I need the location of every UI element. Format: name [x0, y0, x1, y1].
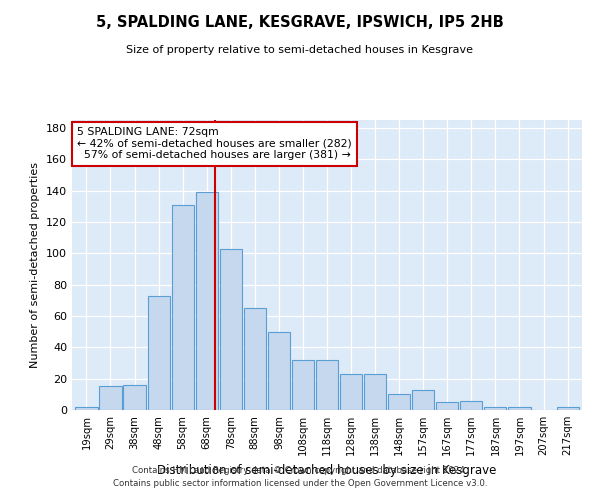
Bar — [292, 360, 314, 410]
Text: Contains HM Land Registry data © Crown copyright and database right 2024.
Contai: Contains HM Land Registry data © Crown c… — [113, 466, 487, 487]
Text: 5, SPALDING LANE, KESGRAVE, IPSWICH, IP5 2HB: 5, SPALDING LANE, KESGRAVE, IPSWICH, IP5… — [96, 15, 504, 30]
Bar — [388, 394, 410, 410]
Bar — [196, 192, 218, 410]
Bar — [172, 204, 194, 410]
Bar — [220, 248, 242, 410]
Bar — [436, 402, 458, 410]
Y-axis label: Number of semi-detached properties: Number of semi-detached properties — [31, 162, 40, 368]
Text: 5 SPALDING LANE: 72sqm
← 42% of semi-detached houses are smaller (282)
  57% of : 5 SPALDING LANE: 72sqm ← 42% of semi-det… — [77, 127, 352, 160]
X-axis label: Distribution of semi-detached houses by size in Kesgrave: Distribution of semi-detached houses by … — [157, 464, 497, 476]
Bar — [124, 385, 146, 410]
Bar — [268, 332, 290, 410]
Bar — [484, 407, 506, 410]
Bar — [557, 407, 578, 410]
Bar — [76, 407, 98, 410]
Bar — [244, 308, 266, 410]
Bar — [460, 400, 482, 410]
Text: Size of property relative to semi-detached houses in Kesgrave: Size of property relative to semi-detach… — [127, 45, 473, 55]
Bar — [148, 296, 170, 410]
Bar — [412, 390, 434, 410]
Bar — [100, 386, 122, 410]
Bar — [316, 360, 338, 410]
Bar — [340, 374, 362, 410]
Bar — [508, 407, 530, 410]
Bar — [364, 374, 386, 410]
